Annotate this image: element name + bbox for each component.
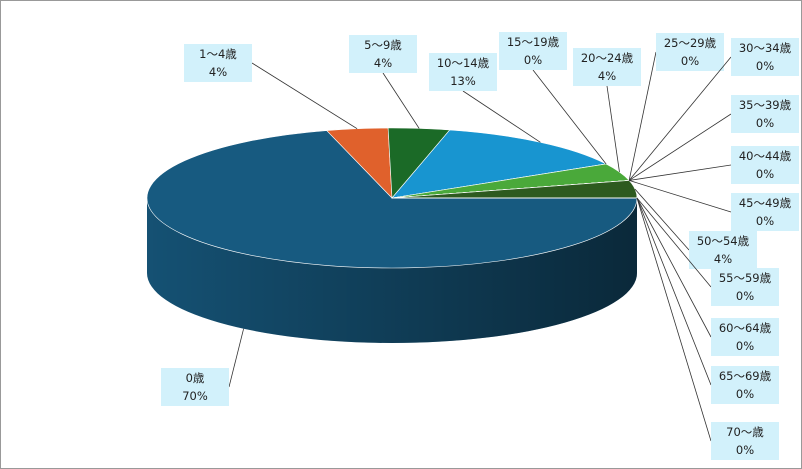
pie-side-shade xyxy=(147,198,637,343)
label-box xyxy=(731,95,799,133)
label-value: 4% xyxy=(374,56,392,70)
labels: 0歳 70% 1～4歳 4% 5～9歳 4% 10～14歳 13% 15～19歳 0% 20～24歳… xyxy=(161,32,799,460)
leader-line xyxy=(251,62,358,130)
label-box xyxy=(689,231,757,269)
label-value: 4% xyxy=(714,252,732,266)
leader-line xyxy=(634,188,690,251)
label-box xyxy=(349,35,417,73)
label-box xyxy=(711,268,779,306)
label-value: 4% xyxy=(598,69,616,83)
label-value: 0% xyxy=(736,339,754,353)
label-value: 0% xyxy=(756,214,774,228)
leader-line xyxy=(628,56,732,181)
label-box xyxy=(429,53,497,91)
label-box xyxy=(573,48,641,86)
label-box xyxy=(731,193,799,231)
label-box xyxy=(184,44,252,82)
label-name: 70～歳 xyxy=(726,425,764,439)
leader-line xyxy=(532,69,607,165)
label-name: 60～64歳 xyxy=(719,321,772,335)
label-value: 4% xyxy=(209,65,227,79)
label-box xyxy=(656,33,724,71)
label-name: 55～59歳 xyxy=(719,271,772,285)
leader-line xyxy=(462,90,541,143)
label-name: 5～9歳 xyxy=(364,38,402,52)
label-name: 30～34歳 xyxy=(739,41,792,55)
label-box xyxy=(711,422,779,460)
label-value: 0% xyxy=(736,387,754,401)
label-name: 15～19歳 xyxy=(507,35,560,49)
leader-line xyxy=(628,113,732,181)
leader-line xyxy=(382,72,420,129)
leader-line xyxy=(228,328,245,388)
label-box xyxy=(711,318,779,356)
label-name: 50～54歳 xyxy=(697,234,750,248)
leader-line xyxy=(629,180,732,213)
leader-line xyxy=(628,51,657,181)
leader-line xyxy=(606,85,620,173)
label-value: 0% xyxy=(736,443,754,457)
label-box xyxy=(161,368,229,406)
label-value: 0% xyxy=(756,116,774,130)
leader-line xyxy=(636,197,712,442)
label-name: 45～49歳 xyxy=(739,196,792,210)
leader-line xyxy=(636,197,712,386)
label-name: 20～24歳 xyxy=(581,51,634,65)
label-name: 10～14歳 xyxy=(437,56,490,70)
leader-line xyxy=(636,197,712,288)
label-value: 13% xyxy=(450,74,476,88)
pie-tops xyxy=(146,127,638,269)
pie-slice xyxy=(146,130,638,269)
leader-line xyxy=(636,197,712,338)
label-box xyxy=(731,38,799,76)
label-name: 65～69歳 xyxy=(719,369,772,383)
label-value: 0% xyxy=(524,53,542,67)
label-box xyxy=(711,366,779,404)
label-name: 1～4歳 xyxy=(199,47,237,61)
label-box xyxy=(499,32,567,70)
label-value: 0% xyxy=(756,167,774,181)
label-value: 0% xyxy=(681,54,699,68)
label-box xyxy=(731,146,799,184)
label-value: 70% xyxy=(182,389,208,403)
label-name: 25～29歳 xyxy=(664,36,717,50)
label-name: 35～39歳 xyxy=(739,98,792,112)
label-name: 0歳 xyxy=(186,371,205,385)
leader-line xyxy=(629,164,732,181)
label-value: 0% xyxy=(756,59,774,73)
label-value: 0% xyxy=(736,289,754,303)
label-name: 40～44歳 xyxy=(739,149,792,163)
pie-sides xyxy=(147,198,637,343)
